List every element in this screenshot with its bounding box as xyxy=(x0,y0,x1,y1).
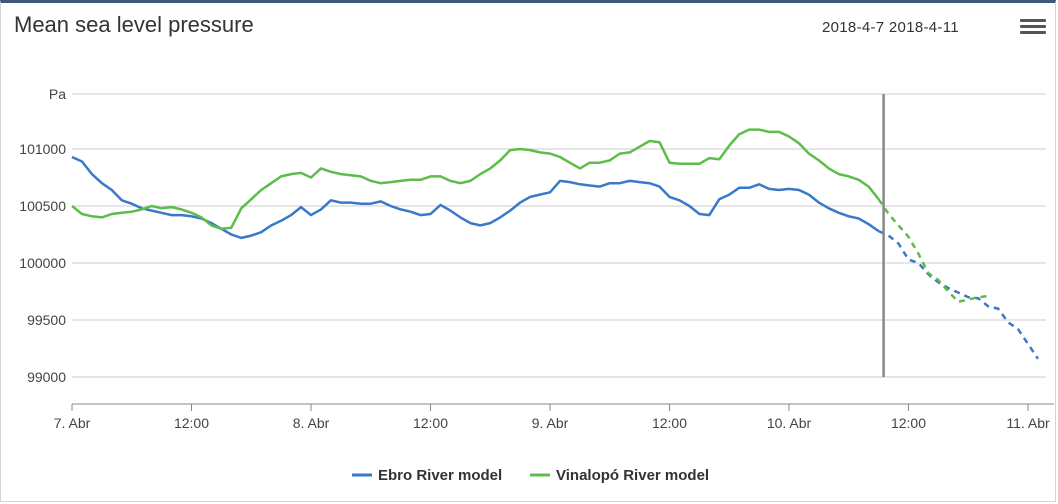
series-forecast-line-1[interactable] xyxy=(877,198,989,304)
legend: Ebro River model Vinalopó River model xyxy=(352,467,709,484)
legend-item-vinalopo[interactable]: Vinalopó River model xyxy=(530,467,709,484)
x-tick-label: 8. Abr xyxy=(293,415,330,431)
y-tick-label: 99500 xyxy=(27,312,66,328)
x-axis: 7. Abr 12:00 8. Abr 12:00 9. Abr 12:00 10. Abr… xyxy=(54,403,1054,431)
x-tick-label: 9. Abr xyxy=(532,415,569,431)
chart-title: Mean sea level pressure xyxy=(14,12,254,37)
legend-label-ebro: Ebro River model xyxy=(378,467,502,484)
x-tick-label: 11. Abr xyxy=(1006,415,1050,431)
y-axis-unit-label: Pa xyxy=(49,86,66,102)
x-tick-label: 12:00 xyxy=(413,415,448,431)
y-axis-ticks: 99000 99500 100000 100500 101000 xyxy=(19,141,66,385)
y-tick-label: 99000 xyxy=(27,369,66,385)
series-line-1[interactable] xyxy=(71,128,880,231)
hamburger-menu-icon[interactable] xyxy=(1020,19,1046,41)
grid-lines xyxy=(72,93,1046,378)
legend-label-vinalopo: Vinalopó River model xyxy=(556,467,709,484)
y-tick-label: 101000 xyxy=(19,141,66,157)
legend-item-ebro[interactable]: Ebro River model xyxy=(352,467,502,484)
date-range-label: 2018-4-7 2018-4-11 xyxy=(822,19,959,36)
x-tick-label: 10. Abr xyxy=(767,415,812,431)
y-tick-label: 100500 xyxy=(19,198,66,214)
x-tick-label: 7. Abr xyxy=(54,415,91,431)
x-tick-label: 12:00 xyxy=(652,415,687,431)
x-tick-label: 12:00 xyxy=(891,415,926,431)
x-tick-label: 12:00 xyxy=(174,415,209,431)
series-line-0[interactable] xyxy=(71,155,880,240)
y-tick-label: 100000 xyxy=(19,255,66,271)
series-forecast-line-0[interactable] xyxy=(878,229,1040,360)
series-lines xyxy=(71,128,1040,360)
